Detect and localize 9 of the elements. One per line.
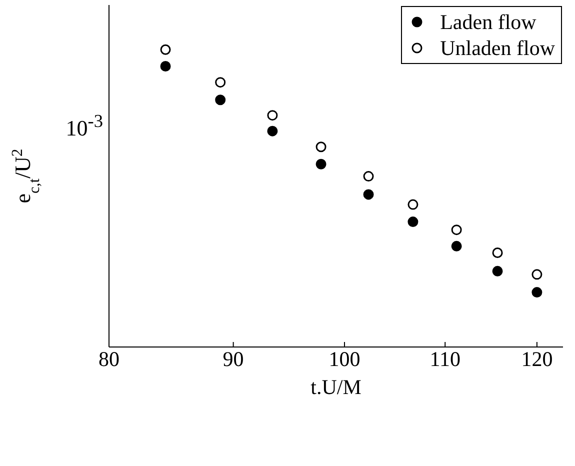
x-tick-label: 90 [222, 347, 244, 371]
legend-label: Laden flow [440, 9, 536, 35]
legend-label: Unladen flow [440, 35, 555, 61]
x-tick-label: 110 [430, 347, 460, 371]
x-tick-label: 80 [98, 347, 120, 371]
x-axis-title: t.U/M [310, 375, 362, 399]
text: 10$^{-3}$ [66, 110, 103, 142]
x-tick-label: 100 [328, 347, 360, 371]
x-tick-label: 120 [521, 347, 553, 371]
